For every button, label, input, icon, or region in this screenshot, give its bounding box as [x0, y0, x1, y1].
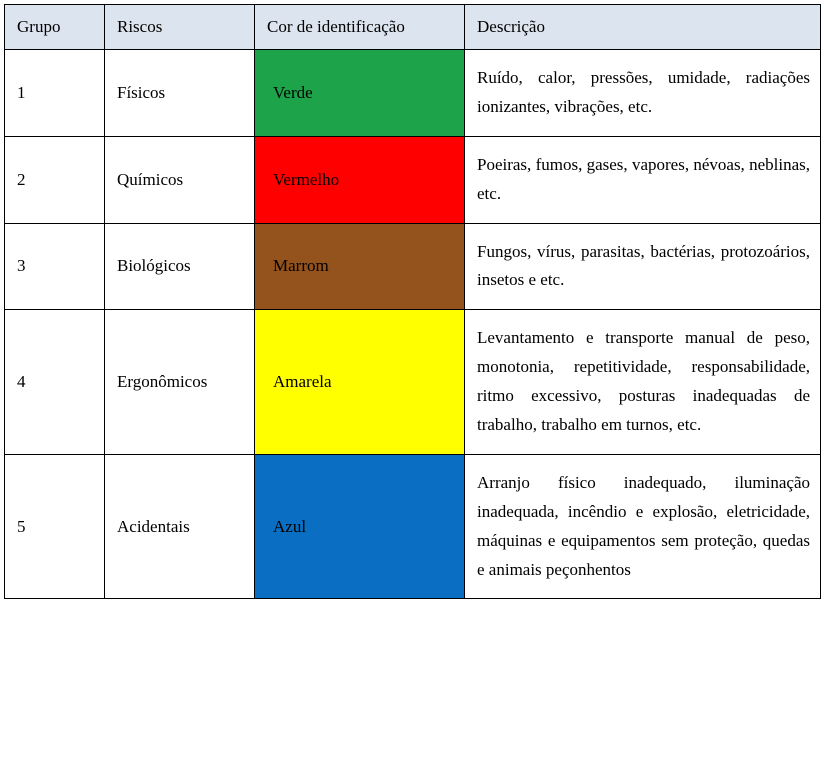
- cell-desc: Levantamento e transporte manual de peso…: [465, 310, 821, 455]
- table-header-row: Grupo Riscos Cor de identificação Descri…: [5, 5, 821, 50]
- cell-grupo: 1: [5, 50, 105, 137]
- col-header-desc: Descrição: [465, 5, 821, 50]
- table-row: 1 Físicos Verde Ruído, calor, pressões, …: [5, 50, 821, 137]
- risk-table: Grupo Riscos Cor de identificação Descri…: [4, 4, 821, 599]
- cell-desc: Arranjo físico inadequado, iluminação in…: [465, 454, 821, 599]
- cell-cor: Vermelho: [255, 136, 465, 223]
- cell-grupo: 5: [5, 454, 105, 599]
- cell-grupo: 4: [5, 310, 105, 455]
- table-row: 5 Acidentais Azul Arranjo físico inadequ…: [5, 454, 821, 599]
- cell-desc: Ruído, calor, pressões, umidade, radiaçõ…: [465, 50, 821, 137]
- table-row: 3 Biológicos Marrom Fungos, vírus, paras…: [5, 223, 821, 310]
- cell-cor: Azul: [255, 454, 465, 599]
- cell-riscos: Ergonômicos: [105, 310, 255, 455]
- table-row: 2 Químicos Vermelho Poeiras, fumos, gase…: [5, 136, 821, 223]
- table-row: 4 Ergonômicos Amarela Levantamento e tra…: [5, 310, 821, 455]
- cell-desc: Poeiras, fumos, gases, vapores, névoas, …: [465, 136, 821, 223]
- cell-grupo: 3: [5, 223, 105, 310]
- col-header-riscos: Riscos: [105, 5, 255, 50]
- cell-riscos: Acidentais: [105, 454, 255, 599]
- col-header-cor: Cor de identificação: [255, 5, 465, 50]
- col-header-grupo: Grupo: [5, 5, 105, 50]
- cell-grupo: 2: [5, 136, 105, 223]
- cell-riscos: Químicos: [105, 136, 255, 223]
- cell-cor: Marrom: [255, 223, 465, 310]
- cell-cor: Amarela: [255, 310, 465, 455]
- cell-riscos: Físicos: [105, 50, 255, 137]
- cell-desc: Fungos, vírus, parasitas, bactérias, pro…: [465, 223, 821, 310]
- cell-riscos: Biológicos: [105, 223, 255, 310]
- cell-cor: Verde: [255, 50, 465, 137]
